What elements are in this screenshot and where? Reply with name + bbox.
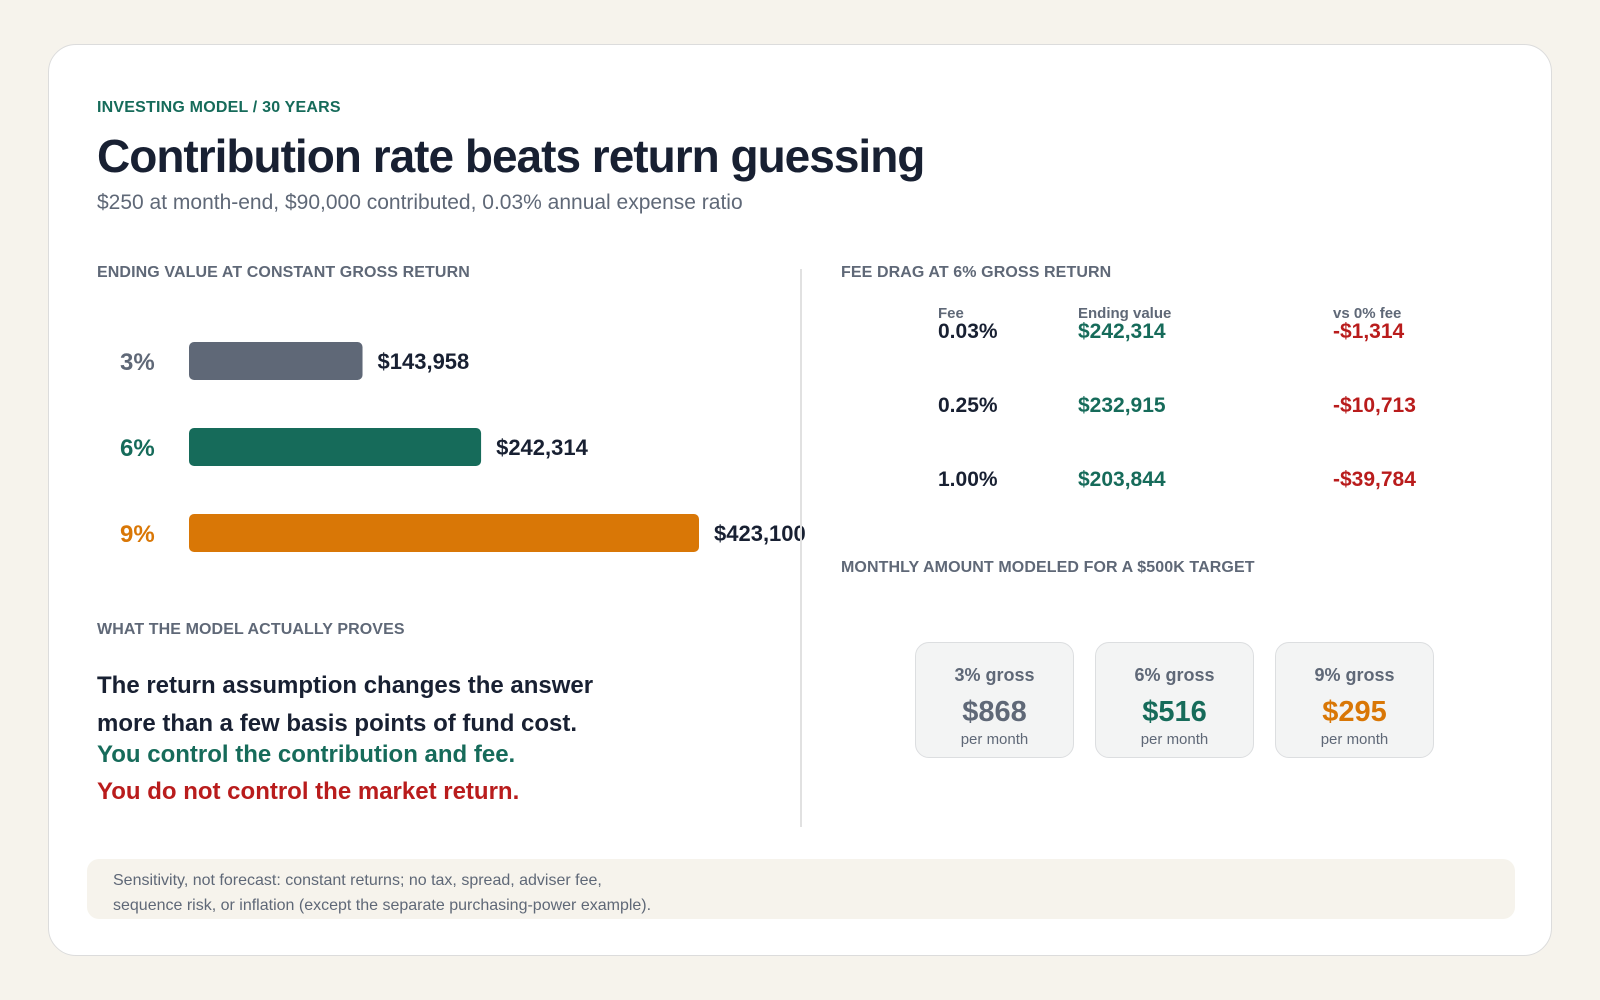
bar [189, 428, 482, 466]
monthly-card-9pct: 9% gross $295 per month [1275, 642, 1434, 758]
monthly-card-3pct: 3% gross $868 per month [915, 642, 1074, 758]
monthly-card-label: 3% gross [954, 665, 1035, 685]
ending-value-bar-chart: 3% $143,958 6% $242,314 9% $423,100 [120, 342, 806, 552]
monthly-card-label: 9% gross [1314, 665, 1395, 685]
page-title: Contribution rate beats return guessing [97, 130, 925, 182]
fee-cell: 0.03% [938, 320, 998, 343]
fee-drag-cell: -$1,314 [1333, 320, 1405, 343]
bar-category-label: 6% [120, 435, 155, 462]
monthly-card-6pct: 6% gross $516 per month [1095, 642, 1254, 758]
eyebrow-label: INVESTING MODEL / 30 YEARS [97, 99, 341, 116]
ending-value-cell: $242,314 [1078, 320, 1166, 343]
proof-label: WHAT THE MODEL ACTUALLY PROVES [97, 621, 405, 638]
bar-value-label: $423,100 [714, 521, 806, 546]
disclaimer-note: Sensitivity, not forecast: constant retu… [87, 859, 1515, 919]
column-divider [800, 269, 802, 827]
monthly-title: MONTHLY AMOUNT MODELED FOR A $500K TARGE… [841, 559, 1255, 576]
bar [189, 514, 699, 552]
bar [189, 342, 363, 380]
table-row: 1.00% $203,844 -$39,784 [938, 468, 1478, 542]
bar-value-label: $143,958 [378, 349, 470, 374]
disclaimer-line-2: sequence risk, or inflation (except the … [113, 897, 652, 914]
monthly-card-value: $868 [962, 696, 1027, 728]
monthly-card-unit: per month [960, 731, 1029, 748]
header-ending-value: Ending value [1078, 305, 1172, 322]
control-line: You control the contribution and fee. [97, 741, 516, 768]
monthly-card-value: $516 [1142, 696, 1207, 728]
monthly-card-label: 6% gross [1134, 665, 1215, 685]
page-subtitle: $250 at month-end, $90,000 contributed, … [97, 191, 743, 214]
monthly-card-unit: per month [1320, 731, 1389, 748]
no-control-line: You do not control the market return. [97, 778, 520, 805]
chart-title: ENDING VALUE AT CONSTANT GROSS RETURN [97, 264, 470, 281]
fee-table-title: FEE DRAG AT 6% GROSS RETURN [841, 264, 1112, 281]
header-fee: Fee [938, 305, 964, 322]
bar-value-label: $242,314 [496, 435, 589, 460]
proof-statement: The return assumption changes the answer… [97, 667, 657, 743]
bar-category-label: 3% [120, 349, 155, 376]
ending-value-cell: $203,844 [1078, 468, 1166, 491]
fee-cell: 0.25% [938, 394, 998, 417]
disclaimer-line-1: Sensitivity, not forecast: constant retu… [113, 872, 602, 889]
monthly-card-unit: per month [1140, 731, 1209, 748]
fee-drag-cell: -$10,713 [1333, 394, 1416, 417]
header-vs-zero-fee: vs 0% fee [1333, 305, 1402, 322]
monthly-card-value: $295 [1322, 696, 1387, 728]
ending-value-cell: $232,915 [1078, 394, 1166, 417]
fee-cell: 1.00% [938, 468, 998, 491]
proof-line-2: more than a few basis points of fund cos… [97, 710, 578, 737]
fee-drag-table: Fee Ending value vs 0% fee 0.03% $242,31… [938, 305, 1478, 491]
table-row: 0.25% $232,915 -$10,713 [938, 394, 1478, 468]
bar-category-label: 9% [120, 521, 155, 548]
proof-line-1: The return assumption changes the answer [97, 672, 594, 699]
table-row: 0.03% $242,314 -$1,314 [938, 320, 1478, 394]
fee-table-header: Fee Ending value vs 0% fee [938, 305, 1478, 325]
summary-card: INVESTING MODEL / 30 YEARS Contribution … [48, 44, 1552, 956]
fee-drag-cell: -$39,784 [1333, 468, 1416, 491]
